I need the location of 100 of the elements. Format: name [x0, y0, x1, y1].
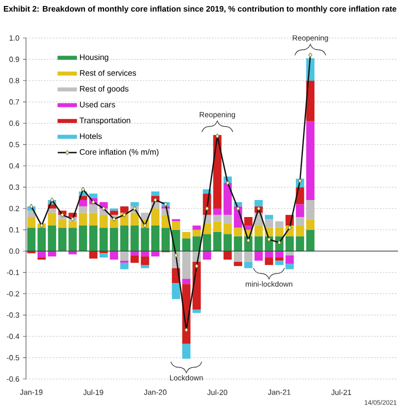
- bar: [182, 232, 190, 238]
- bar: [172, 283, 180, 300]
- bar: [162, 228, 170, 252]
- bar: [78, 212, 88, 226]
- bar: [192, 230, 201, 236]
- bar: [110, 208, 118, 211]
- bar: [254, 200, 263, 206]
- bar: [140, 228, 150, 252]
- bar: [89, 251, 98, 259]
- bar: [48, 208, 56, 213]
- bar: [89, 212, 98, 226]
- bar: [130, 226, 139, 252]
- bar: [202, 251, 212, 260]
- bar: [38, 251, 46, 258]
- bar: [224, 251, 232, 260]
- bar: [120, 251, 128, 261]
- bar: [100, 228, 108, 252]
- bar: [27, 228, 36, 252]
- bar: [224, 214, 232, 224]
- bar: [275, 228, 284, 236]
- legend-label: Hotels: [80, 133, 102, 139]
- legend-label: Rest of goods: [80, 86, 128, 94]
- legend-label: Transportation: [80, 117, 130, 125]
- bar: [182, 344, 190, 359]
- bar: [244, 262, 252, 268]
- bar: [68, 221, 77, 228]
- bar: [264, 251, 274, 258]
- bar: [78, 226, 88, 252]
- bar: [151, 226, 160, 252]
- bar: [58, 219, 66, 228]
- bar: [151, 208, 160, 226]
- legend-label: Core inflation (% m/m): [80, 148, 158, 156]
- legend-label: Rest of services: [80, 70, 136, 76]
- bar: [275, 258, 284, 261]
- legend-label: Used cars: [80, 102, 116, 108]
- bar: [213, 208, 222, 215]
- bar: [48, 212, 56, 226]
- bar: [110, 228, 118, 252]
- bar: [58, 228, 66, 252]
- bar: [182, 278, 190, 284]
- bar: [275, 251, 284, 258]
- bar: [140, 264, 150, 268]
- bar: [306, 230, 314, 252]
- bar: [213, 221, 222, 232]
- bar: [296, 236, 304, 252]
- bar: [140, 251, 150, 256]
- bar: [234, 251, 242, 262]
- bar: [254, 251, 263, 261]
- bar: [38, 228, 46, 252]
- bar: [296, 217, 304, 226]
- bar: [286, 236, 294, 252]
- bar: [130, 202, 139, 206]
- bar: [254, 236, 263, 252]
- bar: [100, 214, 108, 228]
- bar: [110, 210, 118, 215]
- bar: [89, 194, 98, 198]
- bar: [244, 217, 252, 226]
- bar: [264, 219, 274, 228]
- bar: [286, 255, 294, 264]
- bar: [110, 251, 118, 260]
- bar: [151, 191, 160, 196]
- bar: [275, 260, 284, 265]
- bar: [202, 234, 212, 252]
- bar: [306, 219, 314, 230]
- bar: [48, 251, 56, 256]
- bar: [234, 236, 242, 252]
- bar: [296, 226, 304, 236]
- bar: [151, 251, 160, 256]
- bar: [306, 121, 314, 200]
- bar: [234, 228, 242, 236]
- bar: [224, 234, 232, 252]
- bar: [244, 251, 252, 262]
- bar: [78, 200, 88, 206]
- bar: [100, 253, 108, 258]
- bar: [275, 221, 284, 228]
- bar: [254, 226, 263, 236]
- bar: [89, 226, 98, 252]
- bar: [192, 226, 201, 230]
- bar: [140, 256, 150, 265]
- bar: [120, 262, 128, 270]
- bar: [264, 214, 274, 220]
- bar: [213, 214, 222, 222]
- bar: [182, 251, 190, 279]
- bar: [296, 204, 304, 218]
- bar: [286, 264, 294, 270]
- bar: [27, 217, 36, 228]
- chart-title: Exhibit 2: Breakdown of monthly core inflation since 2019, % contribution to monthly core inflation rate: [4, 6, 396, 14]
- bar: [264, 258, 274, 265]
- bar: [224, 182, 232, 215]
- bar: [130, 255, 139, 263]
- bar: [48, 226, 56, 252]
- bar: [182, 238, 190, 252]
- bar: [234, 262, 242, 266]
- bar: [27, 210, 36, 218]
- bar: [120, 226, 128, 252]
- bar: [192, 310, 201, 313]
- bar: [89, 204, 98, 213]
- bar: [130, 212, 139, 226]
- bar: [306, 200, 314, 220]
- bar: [120, 206, 128, 213]
